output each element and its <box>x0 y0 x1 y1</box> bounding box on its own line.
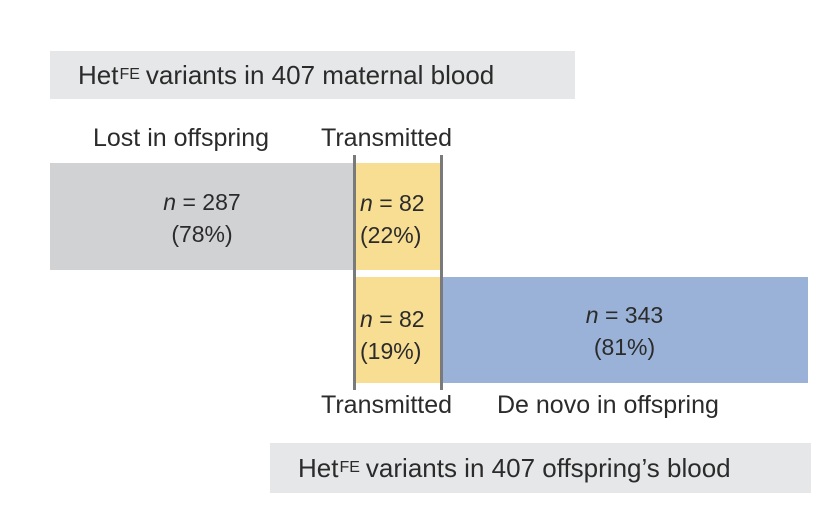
transmitted-offspring-n-symbol: n <box>360 306 373 332</box>
lost-label: Lost in offspring <box>93 124 270 152</box>
de-novo-n-value: = 343 <box>604 302 664 328</box>
lost-percent: (78%) <box>171 220 233 247</box>
maternal-header-subscript: FE <box>119 66 140 83</box>
transmitted-offspring-n-value: = 82 <box>379 306 425 332</box>
transmitted-offspring-block: n = 82 (19%) <box>354 277 441 383</box>
transmitted-maternal-n-value: = 82 <box>379 190 425 216</box>
right-divider-line <box>440 155 443 390</box>
de-novo-block: n = 343 (81%) <box>441 277 808 383</box>
lost-block: n = 287 (78%) <box>50 163 354 270</box>
lost-n-symbol: n <box>163 188 177 215</box>
transmitted-maternal-n-symbol: n <box>360 190 373 216</box>
transmitted-offspring-percent: (19%) <box>360 338 422 364</box>
transmitted-maternal-percent: (22%) <box>360 222 422 248</box>
left-divider-line <box>353 155 356 390</box>
transmitted-bottom-label: Transmitted <box>321 391 453 419</box>
maternal-header-suffix: variants in 407 maternal blood <box>145 59 495 90</box>
transmitted-maternal-block: n = 82 (22%) <box>354 163 441 270</box>
transmitted-offspring-count: n = 82 <box>360 303 441 335</box>
maternal-header-prefix: Het <box>78 59 119 90</box>
de-novo-label: De novo in offspring <box>497 391 719 419</box>
de-novo-percent: (81%) <box>593 334 656 360</box>
transmitted-maternal-count: n = 82 <box>360 187 441 219</box>
offspring-header-suffix: variants in 407 offspring’s blood <box>365 452 731 483</box>
de-novo-count: n = 343 <box>586 299 663 331</box>
de-novo-n-symbol: n <box>585 302 599 328</box>
lost-count: n = 287 <box>163 186 240 218</box>
offspring-header-prefix: Het <box>298 452 339 483</box>
maternal-header: Het FE variants in 407 maternal blood <box>50 51 575 99</box>
lost-n-value: = 287 <box>182 188 241 215</box>
offspring-header-subscript: FE <box>339 459 360 476</box>
offspring-header: Het FE variants in 407 offspring’s blood <box>270 443 811 493</box>
transmitted-top-label: Transmitted <box>321 124 453 152</box>
